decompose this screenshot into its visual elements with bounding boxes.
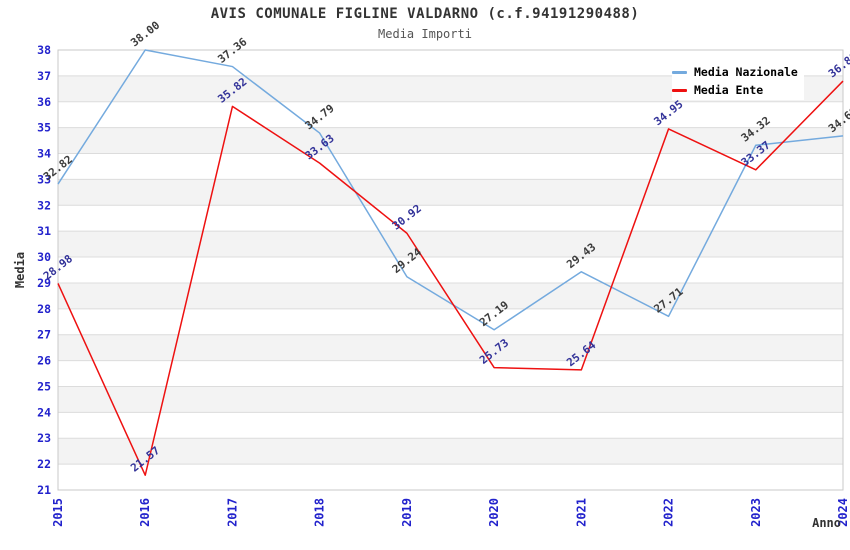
- y-tick-label: 36: [37, 95, 51, 109]
- y-tick-label: 33: [37, 172, 51, 186]
- x-tick-label: 2019: [400, 498, 414, 527]
- y-tick-label: 32: [37, 198, 51, 212]
- legend-item-ente: Media Ente: [672, 82, 804, 98]
- plot-border: [57, 49, 844, 491]
- series-line-media-nazionale: [57, 49, 844, 331]
- y-tick-label: 27: [37, 328, 51, 342]
- x-tick-label: 2018: [313, 498, 327, 527]
- y-tick-label: 38: [37, 43, 51, 57]
- value-label: 34.68: [826, 105, 850, 136]
- plot-area: 21 22 23 24 25 26 27 28 29 30 31 32 33 34 35 36 37 38 2015…: [37, 19, 850, 527]
- y-tick-label: 34: [37, 147, 51, 161]
- legend-swatch-nazionale-icon: [672, 70, 687, 74]
- y-tick-label: 21: [37, 483, 51, 497]
- series-line-media-ente: [57, 80, 844, 476]
- x-tick-label: 2015: [51, 498, 65, 527]
- band-row: [58, 386, 843, 413]
- chart-subtitle: Media Importi: [378, 27, 472, 41]
- x-tick-label: 2023: [749, 498, 763, 527]
- x-tick-label: 2021: [574, 498, 588, 527]
- y-tick-label: 23: [37, 431, 51, 445]
- band-row: [58, 282, 843, 309]
- x-tick-label: 2017: [225, 498, 239, 527]
- legend: Media Nazionale Media Ente: [672, 62, 804, 100]
- y-tick-label: 25: [37, 379, 51, 393]
- x-tick-label: 2016: [138, 498, 152, 527]
- y-tick-label: 37: [37, 69, 51, 83]
- x-axis-title: Anno: [812, 516, 841, 530]
- y-tick-label: 22: [37, 457, 51, 471]
- y-tick-label: 26: [37, 354, 51, 368]
- x-tick-label: 2022: [662, 498, 676, 527]
- legend-item-nazionale: Media Nazionale: [672, 64, 804, 80]
- band-row: [58, 334, 843, 361]
- band-row: [58, 127, 843, 154]
- y-tick-label: 35: [37, 121, 51, 135]
- value-label: 36.80: [826, 50, 850, 81]
- x-tick-label: 2024: [836, 498, 850, 527]
- x-tick-label: 2020: [487, 498, 501, 527]
- legend-label-ente: Media Ente: [694, 83, 764, 97]
- y-axis-title: Media: [13, 252, 27, 288]
- band-row: [58, 438, 843, 465]
- band-row: [58, 231, 843, 258]
- band-row: [58, 179, 843, 206]
- legend-label-nazionale: Media Nazionale: [694, 65, 798, 79]
- legend-swatch-ente-icon: [672, 88, 687, 92]
- y-tick-label: 29: [37, 276, 51, 290]
- value-label: 38.00: [128, 19, 162, 50]
- value-label: 30.92: [390, 202, 424, 233]
- y-tick-label: 28: [37, 302, 51, 316]
- y-tick-label: 31: [37, 224, 51, 238]
- chart-title: AVIS COMUNALE FIGLINE VALDARNO (c.f.9419…: [210, 6, 640, 22]
- y-tick-label: 30: [37, 250, 51, 264]
- y-tick-label: 24: [37, 405, 51, 419]
